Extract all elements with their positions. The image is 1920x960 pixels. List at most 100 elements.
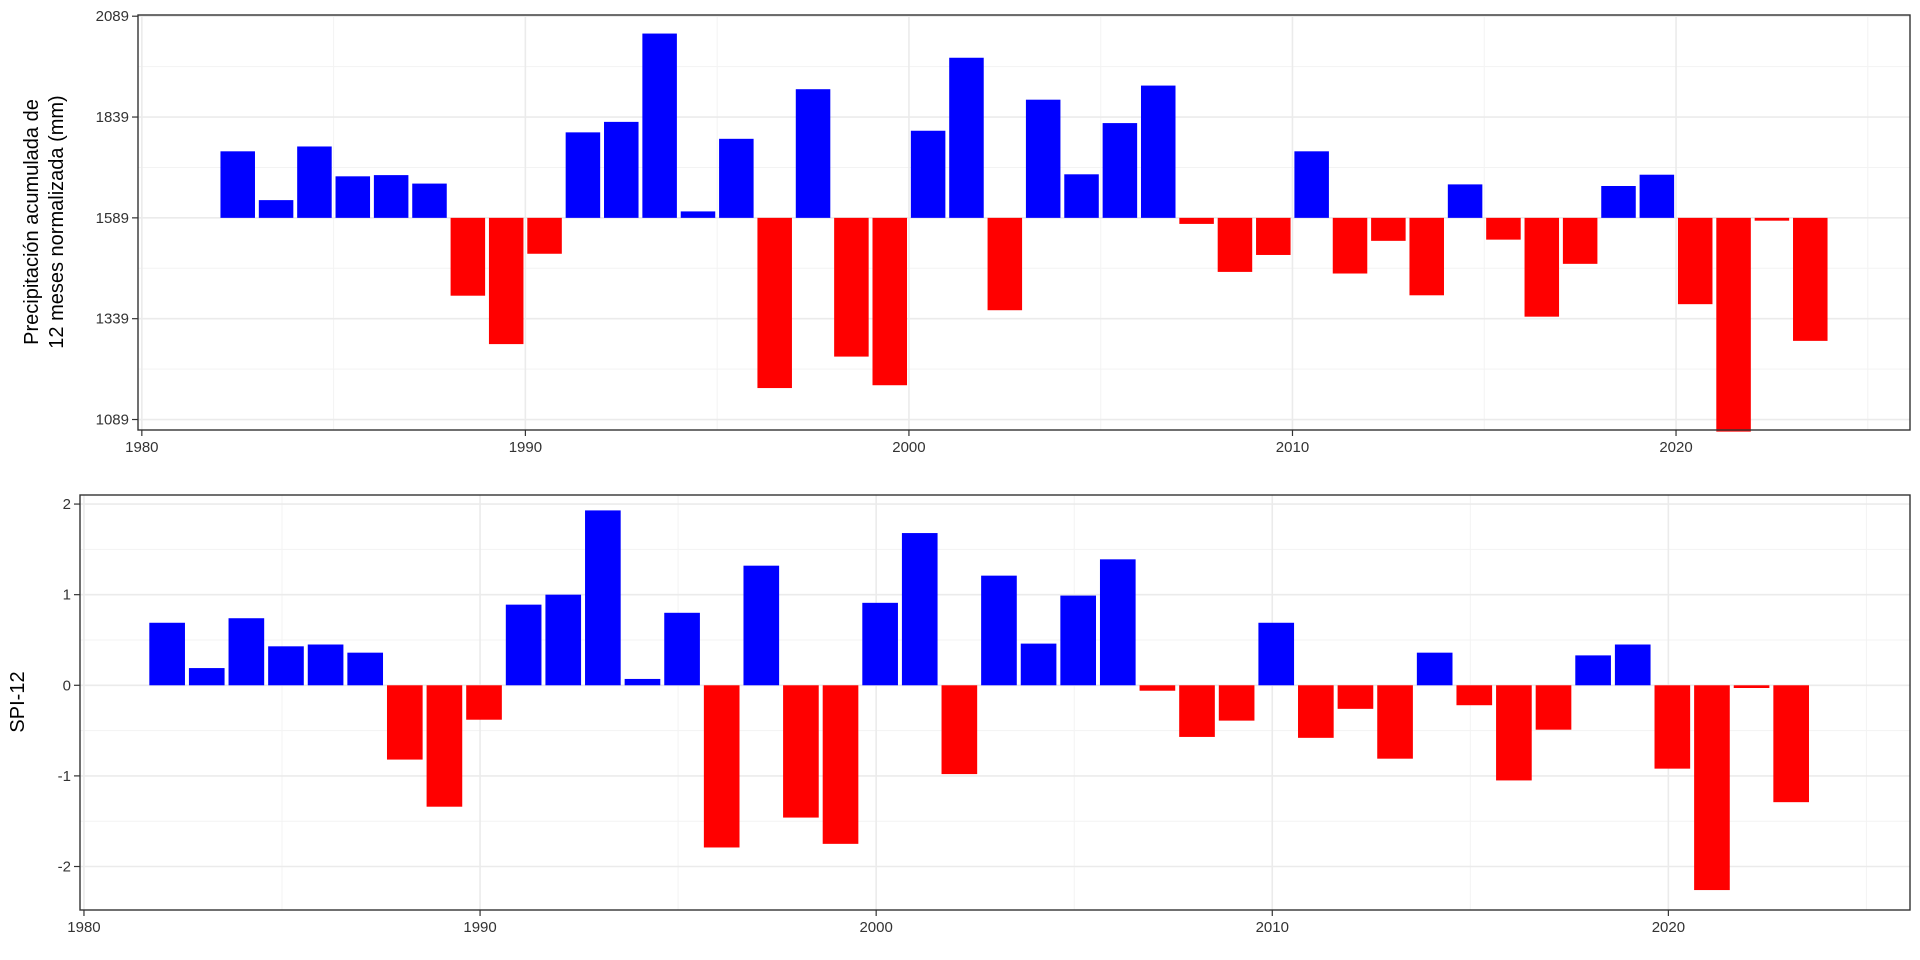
- y-axis-title-line: Precipitación acumulada de: [21, 99, 43, 345]
- y-tick-label: 2089: [96, 8, 129, 25]
- panel-background: [138, 15, 1910, 430]
- bar-negative: [1371, 217, 1406, 241]
- bar-positive: [268, 646, 304, 686]
- bar-negative: [1733, 685, 1770, 689]
- y-tick-label: 0: [63, 677, 71, 694]
- bar-negative: [1524, 217, 1560, 317]
- bar-negative: [1694, 685, 1730, 891]
- bar-positive: [585, 510, 621, 686]
- bar-positive: [604, 121, 639, 218]
- y-tick-label: 2: [63, 496, 71, 513]
- y-tick-label: -1: [58, 768, 71, 785]
- bar-positive: [220, 151, 255, 218]
- y-tick-label: -2: [58, 859, 71, 876]
- y-axis-title: SPI-12: [7, 671, 29, 732]
- x-tick-label: 1990: [463, 919, 496, 936]
- bar-positive: [335, 176, 371, 218]
- spi-panel: -2 -1 0 1 2 1980 1990 2000 2010 2020 SPI-12: [7, 494, 1911, 936]
- bar-positive: [680, 211, 716, 218]
- bar-positive: [1447, 184, 1483, 218]
- bar-positive: [743, 565, 780, 686]
- bar-negative: [783, 685, 819, 818]
- bar-negative: [1654, 685, 1691, 769]
- bar-negative: [1793, 217, 1828, 341]
- bar-negative: [1179, 685, 1215, 737]
- bar-negative: [1179, 217, 1214, 224]
- bar-positive: [1416, 652, 1453, 686]
- bar-negative: [1337, 685, 1374, 709]
- bar-negative: [527, 217, 562, 254]
- bar-positive: [412, 183, 447, 218]
- panel-border: [137, 14, 1911, 431]
- bar-negative: [703, 685, 740, 848]
- bar-negative: [987, 217, 1023, 311]
- bar-negative: [1298, 685, 1334, 738]
- bar-positive: [1102, 123, 1138, 218]
- bar-positive: [505, 604, 542, 686]
- bar-negative: [1218, 685, 1255, 721]
- panel-background: [80, 495, 1910, 910]
- bar-positive: [149, 622, 185, 686]
- bar-positive: [188, 668, 225, 686]
- bar-positive: [862, 602, 898, 686]
- bar-negative: [1562, 217, 1598, 264]
- panel-border: [79, 494, 1911, 911]
- bar-positive: [910, 130, 946, 218]
- bar-negative: [1456, 685, 1493, 706]
- bar-positive: [1639, 174, 1675, 218]
- bar-negative: [450, 217, 486, 296]
- y-tick-label: 1339: [96, 311, 129, 328]
- bar-negative: [1377, 685, 1413, 759]
- bar-negative: [1256, 217, 1291, 255]
- bar-negative: [1496, 685, 1532, 781]
- x-tick-label: 1980: [125, 439, 158, 456]
- bar-positive: [901, 533, 938, 686]
- bar-positive: [1060, 595, 1097, 686]
- bar-positive: [545, 594, 582, 686]
- bar-negative: [488, 217, 524, 345]
- bar-positive: [307, 644, 344, 686]
- bar-positive: [642, 33, 677, 218]
- bar-negative: [426, 685, 463, 807]
- x-tick-label: 2020: [1659, 439, 1692, 456]
- bar-negative: [834, 217, 869, 357]
- x-tick-label: 2020: [1652, 919, 1685, 936]
- y-axis-title-line: 12 meses normalizada (mm): [46, 95, 68, 348]
- bar-negative: [1754, 217, 1790, 221]
- x-tick-label: 2010: [1276, 439, 1309, 456]
- bar-negative: [1217, 217, 1253, 272]
- bar-positive: [1575, 655, 1611, 686]
- bar-positive: [565, 132, 601, 218]
- bar-negative: [466, 685, 502, 720]
- bar-negative: [757, 217, 792, 389]
- bar-positive: [949, 57, 984, 218]
- bar-positive: [1258, 622, 1295, 686]
- bar-negative: [1139, 685, 1176, 691]
- bar-negative: [1716, 217, 1751, 432]
- bar-positive: [719, 138, 754, 218]
- bar-negative: [386, 685, 423, 760]
- y-axis-title: Precipitación acumulada de 12 meses norma…: [21, 95, 68, 348]
- bar-positive: [624, 678, 661, 686]
- bar-positive: [1140, 85, 1176, 218]
- x-tick-label: 2000: [859, 919, 892, 936]
- bar-negative: [1535, 685, 1572, 730]
- precipitation-panel: 1089 1339 1589 1839 2089 1980 1990 2000 2010 2020…: [21, 8, 1911, 456]
- bar-positive: [1099, 559, 1136, 686]
- bar-positive: [1601, 186, 1636, 218]
- bar-negative: [1486, 217, 1521, 240]
- bar-positive: [1614, 644, 1651, 686]
- bar-positive: [373, 175, 409, 218]
- bar-negative: [822, 685, 859, 844]
- bar-positive: [258, 200, 294, 218]
- bar-positive: [1020, 643, 1057, 686]
- y-tick-label: 1839: [96, 109, 129, 126]
- y-tick-label: 1: [63, 587, 71, 604]
- x-tick-label: 2000: [892, 439, 925, 456]
- bar-positive: [1064, 174, 1099, 218]
- bar-negative: [1773, 685, 1809, 803]
- bar-positive: [297, 146, 332, 218]
- bar-positive: [347, 652, 384, 686]
- bar-negative: [1677, 217, 1713, 305]
